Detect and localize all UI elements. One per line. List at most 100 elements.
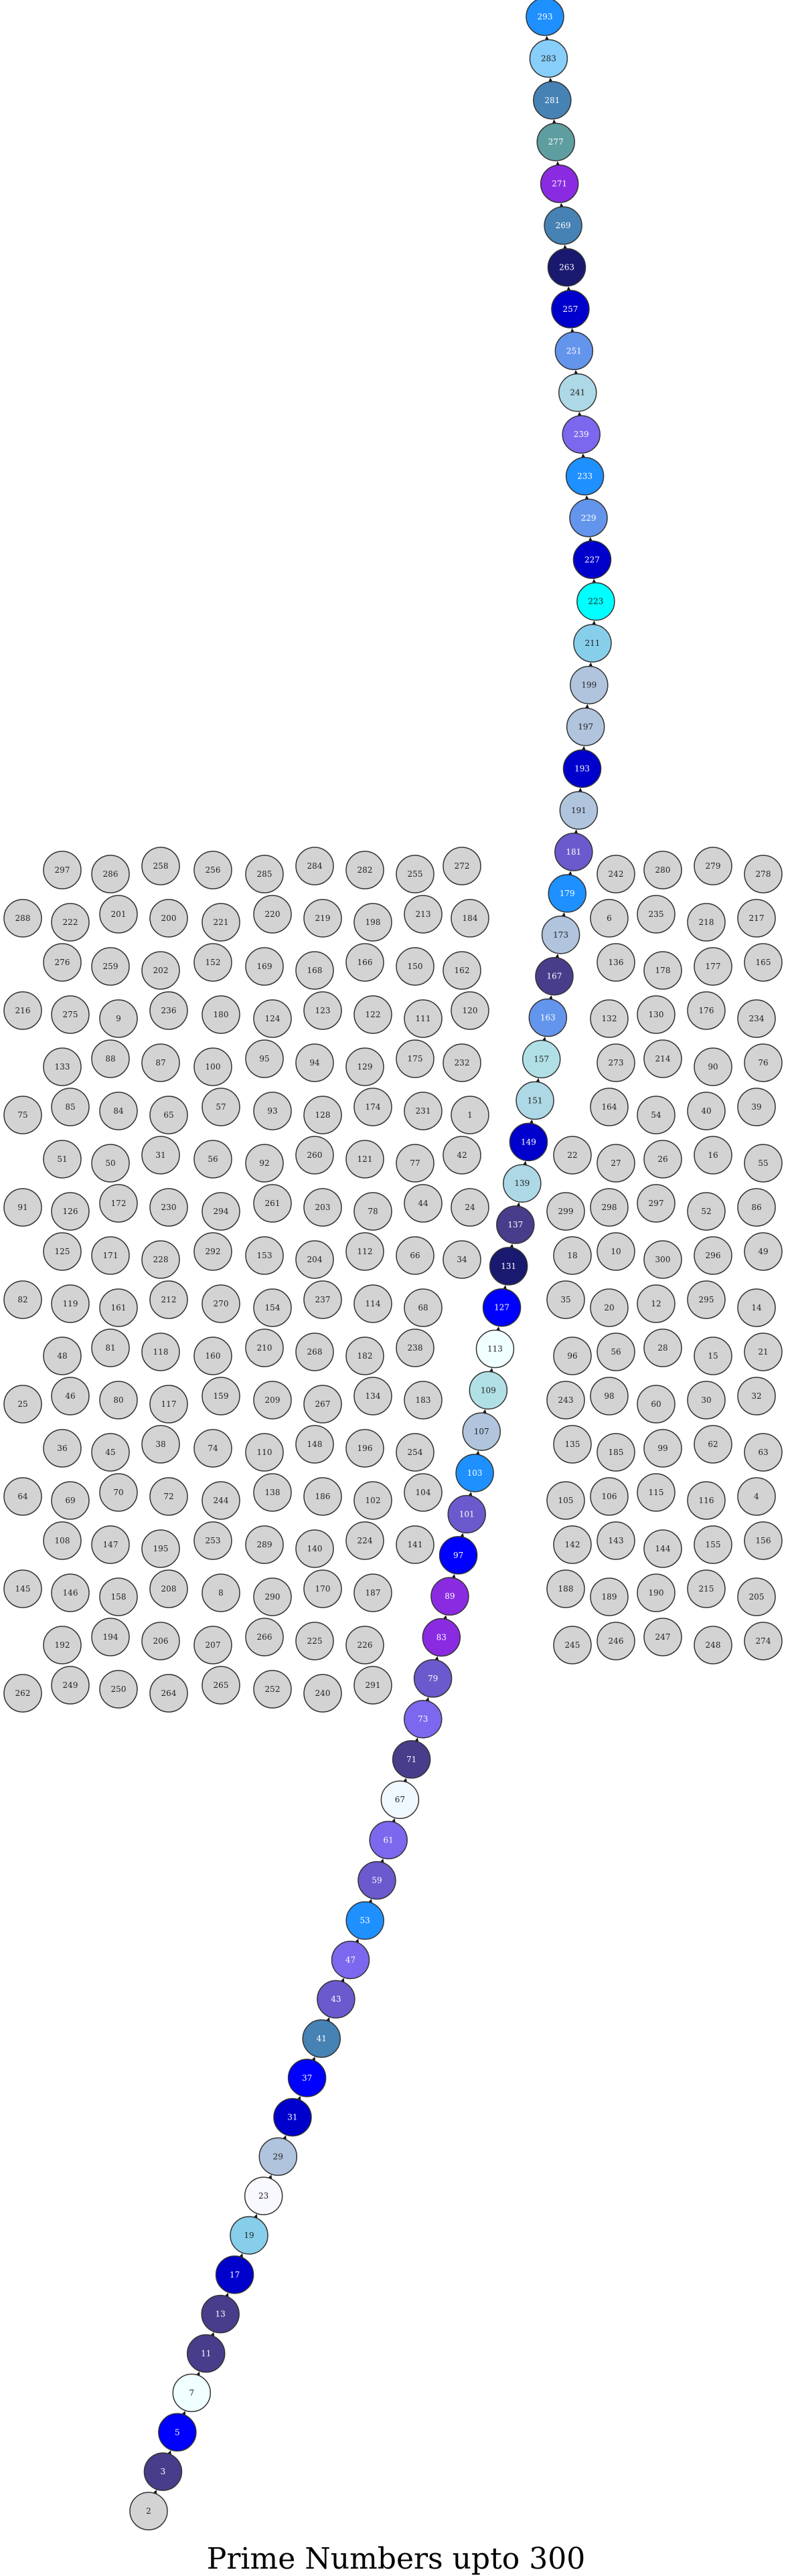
prime-node-23: 23: [245, 2177, 283, 2215]
node-label: 158: [111, 1592, 127, 1602]
node-label: 187: [366, 1588, 381, 1598]
composite-node-260: 260: [296, 1136, 333, 1174]
node-label: 250: [111, 1685, 127, 1694]
node-label: 123: [315, 1006, 331, 1015]
node-label: 169: [257, 962, 272, 971]
node-label: 248: [706, 1640, 721, 1650]
prime-node-223: 223: [577, 583, 615, 620]
node-label: 20: [604, 1303, 614, 1312]
prime-node-37: 37: [289, 2059, 326, 2097]
composite-node-297: 297: [637, 1185, 675, 1222]
prime-node-173: 173: [542, 916, 580, 954]
prime-node-107: 107: [463, 1413, 500, 1450]
node-label: 238: [408, 1343, 423, 1353]
composite-node-290: 290: [254, 1578, 291, 1616]
node-label: 56: [208, 1154, 218, 1164]
node-label: 9: [116, 1014, 121, 1023]
node-label: 140: [307, 1544, 323, 1553]
node-label: 39: [751, 1102, 761, 1112]
composite-node-106: 106: [590, 1478, 628, 1515]
composite-node-155: 155: [694, 1526, 732, 1563]
node-label: 98: [604, 1391, 614, 1401]
prime-node-5: 5: [159, 2413, 196, 2451]
composite-node-225: 225: [296, 1622, 333, 1660]
composite-node-104: 104: [404, 1474, 442, 1511]
node-label: 162: [455, 966, 470, 975]
node-label: 40: [701, 1106, 711, 1116]
diagram-title: Prime Numbers upto 300: [0, 2542, 792, 2576]
composite-node-228: 228: [142, 1241, 179, 1278]
node-label: 173: [553, 930, 568, 940]
composite-node-91: 91: [4, 1189, 42, 1226]
node-label: 195: [153, 1544, 169, 1553]
composite-node-288: 288: [4, 899, 42, 937]
composite-node-90: 90: [694, 1048, 732, 1086]
prime-node-97: 97: [440, 1537, 477, 1574]
node-label: 106: [602, 1492, 617, 1501]
node-label: 70: [113, 1488, 123, 1497]
node-label: 85: [65, 1102, 75, 1112]
composite-node-208: 208: [150, 1570, 187, 1608]
node-label: 243: [558, 1395, 574, 1405]
prime-node-13: 13: [202, 2296, 239, 2333]
composite-node-203: 203: [304, 1189, 341, 1226]
composite-node-264: 264: [150, 1675, 187, 1712]
composite-node-238: 238: [396, 1329, 434, 1367]
node-label: 82: [17, 1295, 27, 1304]
composite-node-258: 258: [142, 847, 179, 885]
composite-node-94: 94: [296, 1044, 333, 1082]
node-label: 109: [481, 1385, 496, 1395]
node-label: 164: [602, 1102, 617, 1112]
node-label: 21: [758, 1347, 768, 1357]
node-label: 138: [265, 1488, 281, 1497]
node-label: 55: [758, 1158, 768, 1168]
composite-node-31: 31: [142, 1136, 179, 1174]
node-label: 129: [358, 1062, 373, 1071]
node-label: 99: [657, 1444, 667, 1453]
composite-node-42: 42: [443, 1136, 481, 1174]
prime-node-103: 103: [456, 1454, 493, 1492]
composite-node-244: 244: [202, 1482, 240, 1519]
composite-node-22: 22: [554, 1136, 591, 1174]
node-label: 210: [257, 1343, 272, 1353]
composite-node-295: 295: [688, 1281, 725, 1318]
node-label: 125: [55, 1247, 70, 1256]
composite-node-298: 298: [590, 1189, 628, 1226]
node-label: 14: [751, 1303, 762, 1312]
prime-node-227: 227: [573, 541, 611, 578]
node-label: 178: [655, 966, 671, 975]
composite-node-84: 84: [100, 1092, 137, 1130]
composite-node-21: 21: [744, 1333, 782, 1371]
composite-node-183: 183: [404, 1381, 442, 1419]
composite-node-175: 175: [396, 1040, 434, 1078]
node-label: 87: [155, 1058, 165, 1067]
node-label: 253: [206, 1536, 221, 1545]
composite-node-136: 136: [597, 944, 635, 981]
prime-node-193: 193: [564, 750, 601, 787]
composite-node-122: 122: [354, 996, 392, 1033]
composite-node-148: 148: [296, 1426, 333, 1463]
composite-node-215: 215: [688, 1570, 725, 1608]
composite-node-95: 95: [246, 1040, 283, 1078]
node-label: 209: [265, 1395, 281, 1405]
node-label: 223: [588, 597, 603, 606]
composite-node-235: 235: [637, 895, 675, 933]
node-label: 79: [428, 1674, 438, 1683]
composite-node-274: 274: [744, 1622, 782, 1660]
prime-node-7: 7: [173, 2374, 210, 2411]
composite-node-99: 99: [644, 1430, 682, 1467]
composite-node-12: 12: [637, 1285, 675, 1322]
composite-node-273: 273: [597, 1044, 635, 1082]
node-label: 229: [581, 513, 597, 523]
node-label: 256: [206, 865, 221, 875]
composite-node-111: 111: [404, 1000, 442, 1037]
node-label: 218: [699, 918, 714, 927]
composite-node-108: 108: [44, 1522, 81, 1559]
prime-node-233: 233: [566, 457, 604, 495]
composite-node-142: 142: [554, 1526, 591, 1563]
node-label: 136: [609, 958, 624, 967]
node-label: 69: [65, 1496, 75, 1505]
node-label: 97: [453, 1551, 463, 1560]
node-label: 7: [189, 2388, 194, 2397]
composite-node-209: 209: [254, 1381, 291, 1419]
